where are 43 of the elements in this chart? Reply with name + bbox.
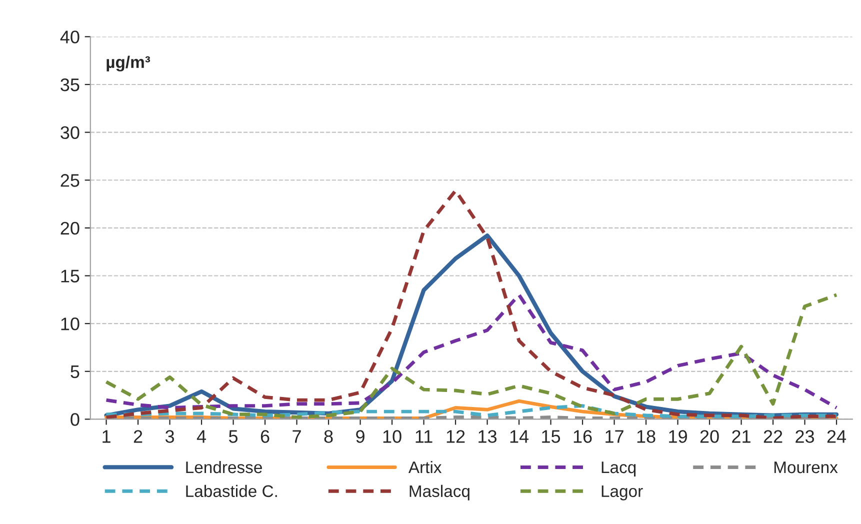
legend-label: Maslacq	[410, 484, 470, 500]
x-tick-label: 1	[102, 430, 110, 443]
legend-label: Mourenx	[774, 462, 838, 474]
x-tick-label: 11	[416, 430, 432, 443]
x-tick-label: 17	[606, 430, 624, 443]
x-tick-label: 18	[637, 430, 656, 443]
x-tick-label: 9	[356, 430, 364, 443]
y-axis-title: µg/m³	[106, 56, 150, 72]
y-tick-label: 35	[60, 78, 80, 92]
line-series	[104, 404, 838, 418]
x-tick-label: 4	[196, 430, 206, 443]
y-tick-label: 15	[61, 270, 80, 282]
x-tick-label: 3	[165, 430, 174, 443]
x-tick-label: 2	[134, 430, 142, 443]
x-tick-label: 5	[228, 430, 238, 443]
y-tick-label: 40	[60, 30, 80, 44]
x-tick-label: 13	[478, 430, 497, 443]
x-tick-label: 6	[260, 430, 270, 443]
x-tick-label: 16	[574, 430, 592, 443]
x-tick-label: 19	[669, 430, 687, 443]
x-tick-label: 14	[510, 430, 529, 443]
x-tick-label: 15	[542, 430, 560, 443]
legend-label: Lacq	[602, 462, 636, 477]
x-tick-label: 21	[732, 430, 750, 443]
y-tick-label: 25	[60, 174, 80, 187]
y-tick-label: 30	[60, 126, 80, 140]
x-tick-label: 8	[324, 430, 333, 443]
x-tick-label: 24	[827, 430, 846, 443]
y-tick-label: 0	[70, 413, 80, 426]
x-tick-label: 12	[446, 430, 465, 443]
x-tick-label: 22	[764, 430, 782, 443]
legend-label: Lendresse	[186, 460, 262, 474]
x-tick-label: 10	[383, 430, 402, 443]
y-tick-label: 20	[60, 222, 80, 235]
legend-label: Labastide C.	[186, 484, 277, 498]
y-tick-label: 10	[61, 318, 80, 330]
x-tick-label: 20	[700, 430, 719, 443]
x-tick-label: 23	[796, 430, 814, 443]
legend-label: Lagor	[602, 485, 643, 500]
legend-label: Artix	[408, 460, 442, 474]
y-tick-label: 5	[70, 366, 80, 378]
x-tick-label: 7	[292, 430, 301, 443]
line-series	[104, 188, 838, 420]
